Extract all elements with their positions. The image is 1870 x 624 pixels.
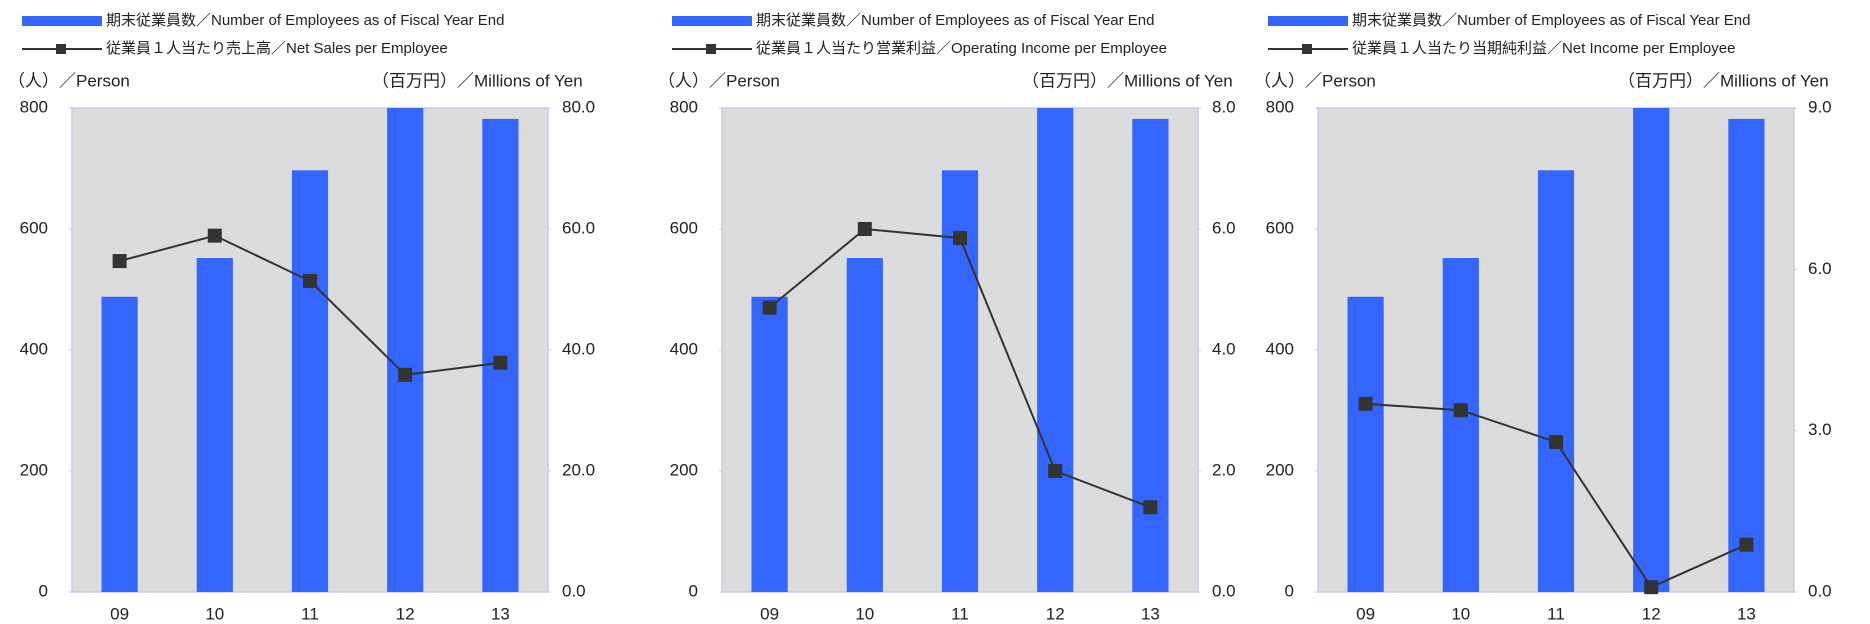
y-axis-label: （人）／Person	[658, 71, 780, 90]
y2-tick-label: 60.0	[562, 218, 595, 237]
marker	[1549, 434, 1563, 449]
legend-swatch	[1302, 44, 1312, 54]
bar	[387, 108, 424, 592]
marker	[857, 222, 872, 236]
bar	[1347, 296, 1384, 592]
y2-tick-label: 20.0	[562, 460, 595, 479]
x-tick-label: 11	[1547, 604, 1565, 623]
x-tick-label: 10	[1451, 604, 1470, 623]
y2-tick-label: 0.0	[1808, 581, 1832, 600]
bar	[101, 296, 138, 592]
bar	[196, 258, 233, 592]
chart: 期末従業員数／Number of Employees as of Fiscal …	[1254, 12, 1832, 624]
y-tick-label: 800	[670, 97, 698, 116]
x-tick-label: 13	[1141, 604, 1160, 623]
y2-tick-label: 3.0	[1808, 420, 1832, 439]
legend-label: 期末従業員数／Number of Employees as of Fiscal …	[106, 12, 504, 29]
y-tick-label: 200	[20, 460, 48, 479]
legend-swatch	[1268, 16, 1348, 26]
marker	[1739, 537, 1754, 552]
y2-tick-label: 0.0	[1212, 581, 1236, 600]
y2-tick-label: 6.0	[1212, 218, 1236, 237]
legend-swatch	[22, 16, 102, 26]
y-tick-label: 200	[1266, 460, 1294, 479]
x-tick-label: 12	[1046, 604, 1065, 623]
y-tick-label: 600	[670, 218, 698, 237]
x-tick-label: 09	[1356, 604, 1375, 623]
marker	[398, 367, 413, 382]
marker	[112, 254, 127, 269]
bar	[482, 118, 519, 592]
legend-label: 従業員１人当たり売上高／Net Sales per Employee	[106, 40, 448, 57]
x-tick-label: 13	[491, 604, 510, 623]
marker	[1143, 500, 1158, 515]
x-tick-label: 11	[951, 604, 969, 623]
chart: 期末従業員数／Number of Employees as of Fiscal …	[8, 12, 595, 624]
y2-tick-label: 4.0	[1212, 339, 1236, 358]
x-tick-label: 11	[301, 604, 319, 623]
y-axis-label: （人）／Person	[1254, 71, 1376, 90]
bar	[1132, 118, 1169, 592]
y-tick-label: 400	[670, 339, 698, 358]
y-tick-label: 200	[670, 460, 698, 479]
legend-swatch	[672, 16, 752, 26]
marker	[1358, 396, 1373, 411]
y-tick-label: 600	[20, 218, 48, 237]
x-tick-label: 12	[396, 604, 415, 623]
bar	[1728, 118, 1765, 592]
y2-tick-label: 9.0	[1808, 97, 1832, 116]
y2-tick-label: 8.0	[1212, 97, 1236, 116]
x-tick-label: 10	[205, 604, 224, 623]
y2-axis-label: （百万円）／Millions of Yen	[1618, 71, 1829, 90]
y2-tick-label: 0.0	[562, 581, 586, 600]
x-tick-label: 09	[110, 604, 129, 623]
y-tick-label: 600	[1266, 218, 1294, 237]
y-tick-label: 0	[39, 581, 48, 600]
y-tick-label: 400	[20, 339, 48, 358]
legend-swatch	[56, 44, 66, 54]
legend-label: 期末従業員数／Number of Employees as of Fiscal …	[756, 12, 1154, 29]
marker	[762, 300, 777, 315]
marker	[207, 228, 222, 243]
bar	[1537, 170, 1575, 592]
y-tick-label: 800	[1266, 97, 1294, 116]
marker	[1048, 464, 1063, 478]
bar	[1442, 258, 1479, 592]
y-tick-label: 800	[20, 97, 48, 116]
y2-tick-label: 80.0	[562, 97, 595, 116]
y2-axis-label: （百万円）／Millions of Yen	[1022, 71, 1233, 90]
marker	[493, 355, 508, 370]
marker	[1644, 580, 1659, 595]
y-axis-label: （人）／Person	[8, 71, 130, 90]
y2-axis-label: （百万円）／Millions of Yen	[372, 71, 583, 90]
x-tick-label: 09	[760, 604, 779, 623]
bar	[291, 170, 329, 592]
y2-tick-label: 2.0	[1212, 460, 1236, 479]
y2-tick-label: 6.0	[1808, 259, 1832, 278]
bar	[1633, 108, 1670, 592]
y-tick-label: 0	[1285, 581, 1294, 600]
legend-label: 従業員１人当たり営業利益／Operating Income per Employ…	[756, 40, 1167, 57]
legend-label: 従業員１人当たり当期純利益／Net Income per Employee	[1352, 40, 1735, 57]
chart: 期末従業員数／Number of Employees as of Fiscal …	[658, 12, 1236, 624]
legend-label: 期末従業員数／Number of Employees as of Fiscal …	[1352, 12, 1750, 29]
y-tick-label: 400	[1266, 339, 1294, 358]
x-tick-label: 13	[1737, 604, 1756, 623]
marker	[953, 231, 967, 246]
y-tick-label: 0	[689, 581, 698, 600]
marker	[303, 274, 317, 289]
marker	[1453, 403, 1468, 418]
bar	[751, 296, 788, 592]
legend-swatch	[706, 44, 716, 54]
bar	[846, 258, 883, 592]
x-tick-label: 12	[1642, 604, 1661, 623]
bar	[1037, 108, 1074, 592]
x-tick-label: 10	[855, 604, 874, 623]
y2-tick-label: 40.0	[562, 339, 595, 358]
